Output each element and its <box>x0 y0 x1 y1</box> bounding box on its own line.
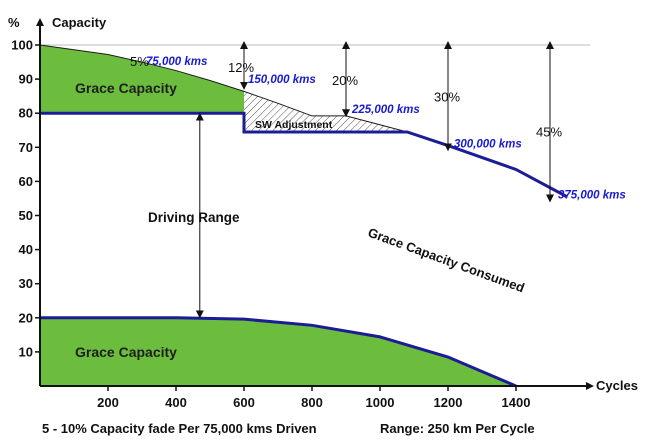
y-tick-label: 100 <box>11 38 33 53</box>
fade-percent-label: 12% <box>228 60 254 75</box>
x-axis-title: Cycles <box>596 378 638 393</box>
sw-adjustment-label: SW Adjustment <box>255 119 333 131</box>
usable-capacity-line <box>40 111 568 199</box>
capacity-fade-curve <box>39 44 408 133</box>
grace-capacity-areas <box>40 44 590 386</box>
x-tick-label: 400 <box>165 395 187 410</box>
fade-percent-label: 20% <box>332 73 358 88</box>
y-axis-title: Capacity <box>52 15 107 30</box>
sw-adjustment-area <box>244 91 408 132</box>
y-tick-label: 90 <box>19 72 33 87</box>
x-tick-label: 1400 <box>502 395 531 410</box>
reserve-capacity-line <box>40 316 517 388</box>
grace-capacity-top-area <box>40 45 244 114</box>
x-tick-label: 800 <box>301 395 323 410</box>
distance-marker-label: 225,000 kms <box>351 104 420 116</box>
y-tick-label: 40 <box>19 242 33 257</box>
y-unit: % <box>8 15 20 30</box>
y-tick-label: 30 <box>19 276 33 291</box>
y-tick-label: 70 <box>19 140 33 155</box>
axes: % Capacity Cycles <box>8 15 638 393</box>
x-tick-label: 600 <box>233 395 255 410</box>
y-tick-label: 80 <box>19 106 33 121</box>
y-tick-label: 10 <box>19 344 33 359</box>
fade-percent-label: 30% <box>434 89 460 104</box>
x-tick-label: 1200 <box>434 395 463 410</box>
footer-right: Range: 250 km Per Cycle <box>380 421 535 436</box>
distance-marker-label: 375,000 kms <box>558 189 626 201</box>
distance-marker-label: 150,000 kms <box>248 74 316 86</box>
y-tick-label: 60 <box>19 174 33 189</box>
driving-range-label: Driving Range <box>148 210 240 225</box>
fade-percent-label: 5% <box>130 54 149 69</box>
y-tick-label: 50 <box>19 208 33 223</box>
x-tick-label: 1000 <box>366 395 395 410</box>
ticks: 10 20 30 40 50 60 70 80 90 100 200 400 600 800 1000 120… <box>11 38 530 411</box>
distance-marker-label: 75,000 kms <box>146 56 207 68</box>
x-tick-label: 200 <box>97 395 119 410</box>
grace-capacity-bottom-area <box>40 317 516 386</box>
capacity-lines <box>39 44 568 388</box>
grace-capacity-top-label: Grace Capacity <box>75 80 177 96</box>
fade-percent-label: 45% <box>536 124 562 139</box>
distance-marker-label: 300,000 kms <box>454 138 522 150</box>
grace-consumed-label: Grace Capacity Consumed <box>366 225 527 296</box>
grace-capacity-bottom-label: Grace Capacity <box>75 344 177 360</box>
footer-left: 5 - 10% Capacity fade Per 75,000 kms Dri… <box>42 421 317 436</box>
y-tick-label: 20 <box>19 310 33 325</box>
